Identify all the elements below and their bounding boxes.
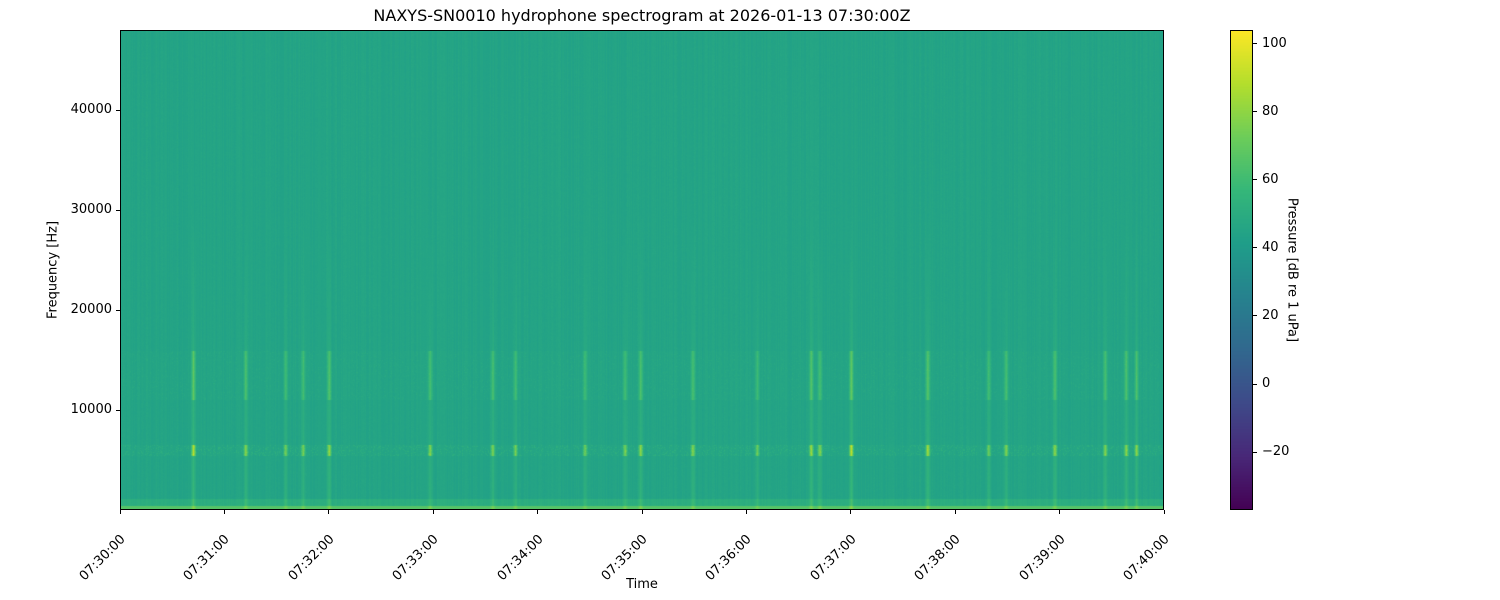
colorbar-tick-mark [1253,315,1257,317]
x-tick-mark [641,510,643,514]
y-tick-mark [116,409,120,411]
colorbar-tick-label: 60 [1262,171,1279,187]
colorbar-tick-label: −20 [1262,444,1290,460]
colorbar-tick-label: 100 [1262,35,1287,51]
x-tick-mark [745,510,747,514]
colorbar-tick-mark [1253,43,1257,45]
y-tick-mark [116,109,120,111]
x-tick-mark [850,510,852,514]
y-tick-label: 10000 [70,402,112,417]
x-tick-mark [1163,510,1165,514]
y-tick-label: 30000 [70,202,112,217]
colorbar-tick-label: 20 [1262,307,1279,323]
chart-title: NAXYS-SN0010 hydrophone spectrogram at 2… [373,6,911,25]
x-tick-mark [328,510,330,514]
colorbar-label: Pressure [dB re 1 uPa] [1284,197,1300,343]
y-tick-label: 20000 [70,302,112,317]
colorbar-frame [1230,30,1253,510]
y-tick-label: 40000 [70,102,112,117]
colorbar-tick-mark [1253,383,1257,385]
y-tick-mark [116,209,120,211]
x-tick-mark [1059,510,1061,514]
x-tick-mark [223,510,225,514]
x-axis-label: Time [626,577,658,592]
colorbar-tick-label: 0 [1262,376,1271,392]
x-tick-mark [119,510,121,514]
colorbar-tick-mark [1253,451,1257,453]
colorbar-tick-mark [1253,179,1257,181]
colorbar-tick-mark [1253,111,1257,113]
colorbar-tick-label: 80 [1262,103,1279,119]
y-tick-mark [116,309,120,311]
spectrogram-heatmap [120,30,1164,510]
colorbar-tick-label: 40 [1262,239,1279,255]
x-tick-mark [432,510,434,514]
colorbar [1230,30,1253,510]
colorbar-tick-mark [1253,247,1257,249]
x-tick-mark [954,510,956,514]
x-tick-mark [537,510,539,514]
